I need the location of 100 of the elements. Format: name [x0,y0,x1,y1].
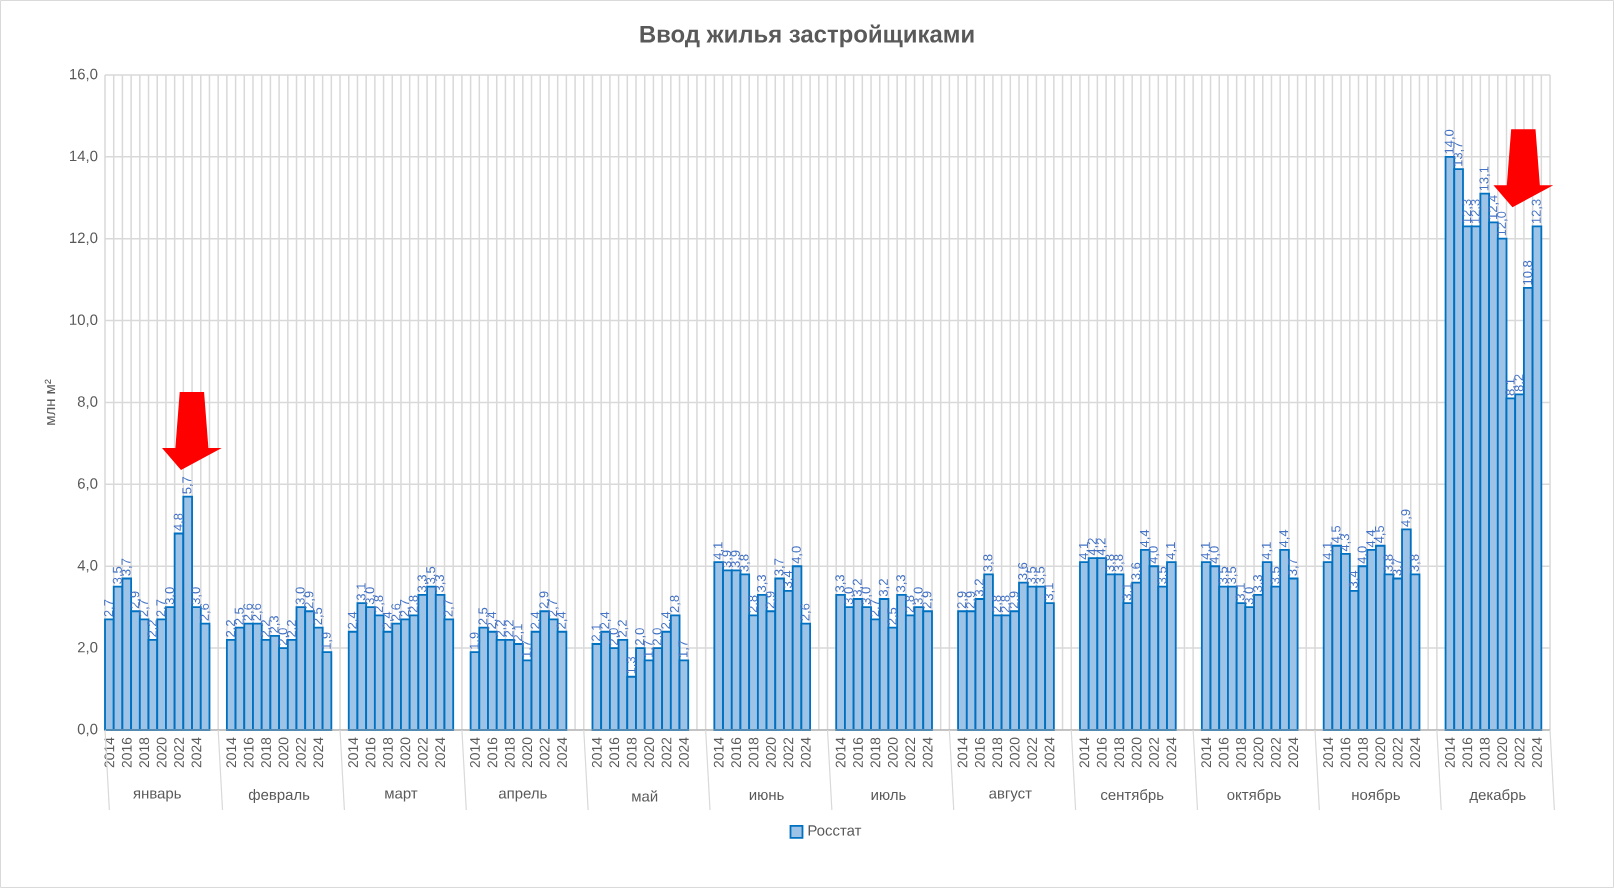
x-tick-label: 2014 [104,737,115,768]
x-tick-label: 2022 [905,737,916,768]
text: февраль [248,789,310,803]
text: июнь [749,791,784,801]
x-tick-label: 2020 [766,737,776,768]
x-tick-label: 2024 [800,737,811,768]
x-tick-label: 2018 [626,737,637,768]
x-tick-label: 2018 [1236,737,1246,768]
data-label: 4,0 [1148,546,1160,564]
legend-label: Росстат [808,825,862,836]
x-tick-label: 2016 [365,737,376,768]
x-tick-label: 2014 [591,737,602,768]
data-label: 2,5 [312,607,324,625]
data-label: 2,2 [147,620,159,637]
y-tick-label: 0,0 [77,723,98,737]
x-tick-label: 2014 [1079,737,1090,768]
data-label: 3,0 [191,587,202,605]
data-label: 3,5 [426,566,437,584]
data-label: 2,9 [1009,591,1021,609]
x-tick-label: 2018 [504,737,515,768]
x-tick-label: 2020 [156,737,167,768]
data-label: 3,2 [878,579,890,597]
x-tick-label: 2022 [295,737,306,768]
data-label: 2,4 [347,611,359,629]
x-tick-label: 2016 [1462,737,1473,768]
data-label: 3,1 [1044,583,1055,601]
data-label: 1,9 [321,632,333,649]
x-tick-label: 2022 [174,737,184,768]
x-tick-label: 2016 [1340,737,1351,768]
y-tick-label: 16,0 [70,68,98,82]
data-label: 12,3 [1531,199,1543,224]
text: март [385,790,418,802]
x-tick-label: 2018 [261,737,271,768]
x-tick-label: 2020 [1375,737,1386,768]
x-tick-label: 2020 [1497,737,1508,768]
text: август [989,790,1032,802]
data-label: 2,4 [530,611,542,629]
data-label: 3,7 [774,558,785,576]
chart-title: Ввод жилья застройщиками [640,24,974,48]
data-label: 4,3 [1340,534,1351,552]
y-tick-label: 6,0 [77,478,98,491]
x-tick-label: 2020 [278,737,289,768]
text: октябрь [1227,788,1281,804]
data-label: 4,5 [1331,525,1343,544]
data-label: 3,7 [1287,558,1299,576]
data-label: 3,5 [1270,566,1282,584]
data-label: 2,9 [957,591,968,609]
data-label: 3,8 [1409,554,1421,572]
x-tick-label: 2014 [713,737,724,768]
data-label: 4,5 [1375,525,1386,544]
text: июль [871,791,906,801]
data-label: 2,4 [661,611,672,629]
x-tick-label: 2022 [1514,737,1525,768]
x-tick-label: 2020 [1253,737,1264,768]
x-tick-label: 2020 [1131,737,1142,768]
data-label: 2,8 [373,595,385,613]
x-tick-label: 2022 [1149,737,1159,768]
data-label: 3,3 [417,575,429,592]
data-label: 2,5 [478,607,490,625]
x-tick-label: 2018 [1479,737,1490,768]
x-tick-label: 2014 [470,737,480,768]
x-tick-label: 2018 [383,737,393,768]
data-label: 3,4 [783,570,794,588]
x-tick-label: 2016 [487,737,498,768]
data-label: 13,1 [1479,166,1491,191]
x-tick-label: 2022 [661,737,672,768]
x-tick-label: 2020 [644,737,654,768]
data-label: 3,3 [756,575,768,592]
text: сентябрь [1101,788,1164,804]
text: январь [133,790,181,802]
x-tick-label: 2014 [957,737,968,768]
data-label: 1,3 [626,656,638,674]
x-tick-label: 2024 [1410,737,1421,768]
x-tick-label: 2014 [348,737,359,768]
data-label: 4,1 [713,542,724,560]
x-tick-label: 2024 [1288,737,1299,768]
data-label: 4,1 [1322,542,1334,560]
data-label: 10,8 [1522,260,1534,285]
x-tick-label: 2014 [835,737,846,768]
data-label: 3,3 [896,575,907,592]
x-tick-label: 2018 [139,737,150,768]
x-tick-label: 2022 [783,737,794,768]
data-label: 8,2 [1514,374,1525,392]
x-tick-label: 2018 [748,737,759,768]
x-tick-label: 2024 [557,737,567,768]
data-label: 3,8 [983,554,994,572]
data-label: 2,9 [765,591,777,609]
x-tick-label: 2018 [870,737,881,768]
x-tick-label: 2024 [678,737,689,768]
data-label: 3,0 [365,587,376,605]
y-tick-label: 12,0 [70,232,98,245]
data-label: 2,7 [104,599,115,617]
x-tick-label: 2016 [731,737,742,768]
x-tick-label: 2020 [1009,737,1020,768]
data-label: 3,1 [1122,583,1134,601]
data-label: 2,6 [252,603,263,621]
x-tick-label: 2016 [974,737,985,768]
data-label: 3,4 [1348,570,1360,588]
y-axis-title: млн м² [44,379,56,425]
data-label: 4,4 [1139,529,1151,548]
